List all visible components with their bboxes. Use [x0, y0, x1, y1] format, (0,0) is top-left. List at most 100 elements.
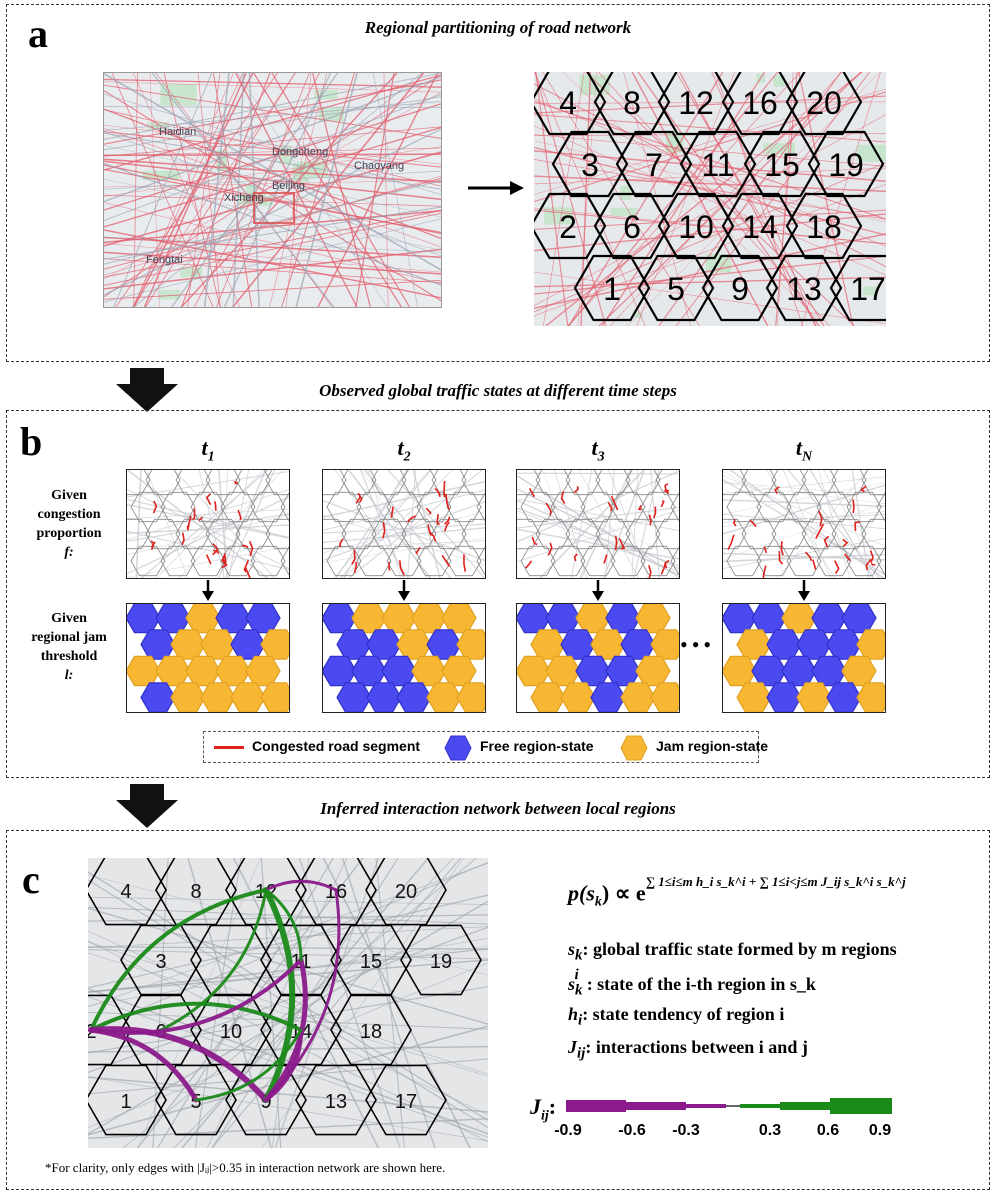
region-hex: [534, 192, 607, 260]
legend-jam: Jam region-state: [656, 738, 769, 754]
region-hex: [323, 470, 347, 496]
region-hex: [765, 254, 843, 322]
region-hex: [517, 470, 541, 496]
congested-segment: [181, 532, 185, 545]
positive-interaction-edge: [263, 887, 296, 1103]
region-hex: [534, 72, 607, 136]
congested-segment: [213, 501, 217, 511]
free-region-hex: [336, 629, 372, 660]
free-region-hex: [620, 629, 656, 660]
region-hex: [721, 72, 799, 136]
negative-interaction-edge: [264, 879, 338, 892]
jam-region-hex: [620, 682, 656, 712]
region-state-map-4: [722, 603, 886, 713]
road-line: [104, 132, 441, 190]
road-line: [156, 470, 264, 578]
region-hex: [190, 491, 226, 523]
congestion-map-2: [322, 469, 486, 579]
free-region-hex: [366, 629, 402, 660]
road-line: [271, 73, 410, 307]
free-region-hex: [811, 655, 847, 687]
region-hex: [657, 72, 735, 136]
road-line: [517, 475, 679, 578]
congested-segment: [545, 502, 552, 516]
region-hex: [723, 470, 747, 496]
congested-segment: [815, 523, 825, 540]
road-line: [104, 212, 441, 286]
region-number: 19: [430, 951, 452, 973]
region-hex: [573, 254, 651, 322]
road-line: [568, 72, 724, 326]
road-line: [187, 858, 272, 1148]
road-line: [104, 96, 441, 151]
region-hex: [446, 491, 482, 523]
congested-segment: [198, 516, 204, 521]
free-region-hex: [245, 604, 281, 634]
region-hex: [341, 470, 377, 496]
congested-segment: [817, 510, 823, 527]
congested-segment: [531, 536, 538, 546]
region-number: 2: [559, 209, 577, 245]
region-hex: [400, 924, 482, 996]
region-state-map-1: [126, 603, 290, 713]
map-district-label: Beijing: [272, 180, 305, 192]
road-line: [723, 552, 885, 561]
congested-segment: [614, 535, 618, 551]
region-number: 15: [764, 147, 800, 183]
colorbar-pos-mid: [780, 1102, 830, 1110]
road-line: [534, 140, 886, 223]
road-line: [580, 72, 592, 326]
congested-segment: [652, 506, 657, 519]
region-hex: [341, 518, 377, 550]
region-number: 19: [828, 147, 864, 183]
region-hex: [565, 470, 601, 496]
panel-b-letter: b: [20, 419, 43, 464]
jam-region-hex: [215, 655, 251, 687]
road-line: [534, 209, 886, 245]
region-hex: [721, 192, 799, 260]
road-line: [180, 73, 398, 307]
jam-region-hex: [441, 604, 477, 634]
road-line: [407, 470, 417, 578]
region-hex: [655, 470, 679, 496]
region-number: 5: [667, 271, 685, 307]
region-number: 14: [742, 209, 778, 245]
jam-region-hex: [200, 682, 236, 712]
region-hex: [785, 72, 863, 136]
road-line: [88, 988, 488, 1135]
positive-interaction-edge: [264, 888, 303, 962]
road-line: [171, 73, 339, 307]
legend-free: Free region-state: [480, 738, 594, 754]
panel-c-letter: c: [22, 857, 40, 902]
region-hex: [816, 545, 852, 577]
congested-segment: [727, 534, 735, 550]
transition-ab-title: Observed global traffic states at differ…: [319, 381, 677, 400]
congested-segment: [869, 550, 874, 563]
road-line: [323, 523, 485, 534]
jam-region-hex: [517, 655, 551, 687]
road-line: [534, 101, 886, 104]
region-hex: [155, 1064, 237, 1136]
colorbar-neg-weak: [686, 1104, 726, 1108]
region-number: 8: [623, 85, 641, 121]
region-hex: [670, 546, 679, 576]
jam-region-hex: [185, 604, 221, 634]
region-state-map-2: [322, 603, 486, 713]
park-area: [314, 89, 338, 100]
road-line: [104, 101, 441, 131]
road-line: [104, 106, 441, 108]
road-line: [678, 72, 817, 326]
region-number: 13: [325, 1091, 347, 1113]
down-arrow-small-icon: [590, 580, 606, 607]
road-line: [542, 72, 700, 326]
jam-region-hex: [396, 629, 432, 660]
region-hex: [625, 470, 661, 496]
region-hex: [517, 518, 541, 550]
interaction-network-map: 4 8 12 16 20 3 11 15 19 2 6 10 14 18 1 5 9 13 17: [88, 858, 488, 1148]
congested-segment: [398, 560, 405, 576]
road-line: [226, 470, 276, 578]
congested-segment: [243, 559, 250, 573]
region-number: 7: [645, 147, 663, 183]
road-line: [631, 72, 769, 326]
congested-segment: [382, 521, 386, 539]
